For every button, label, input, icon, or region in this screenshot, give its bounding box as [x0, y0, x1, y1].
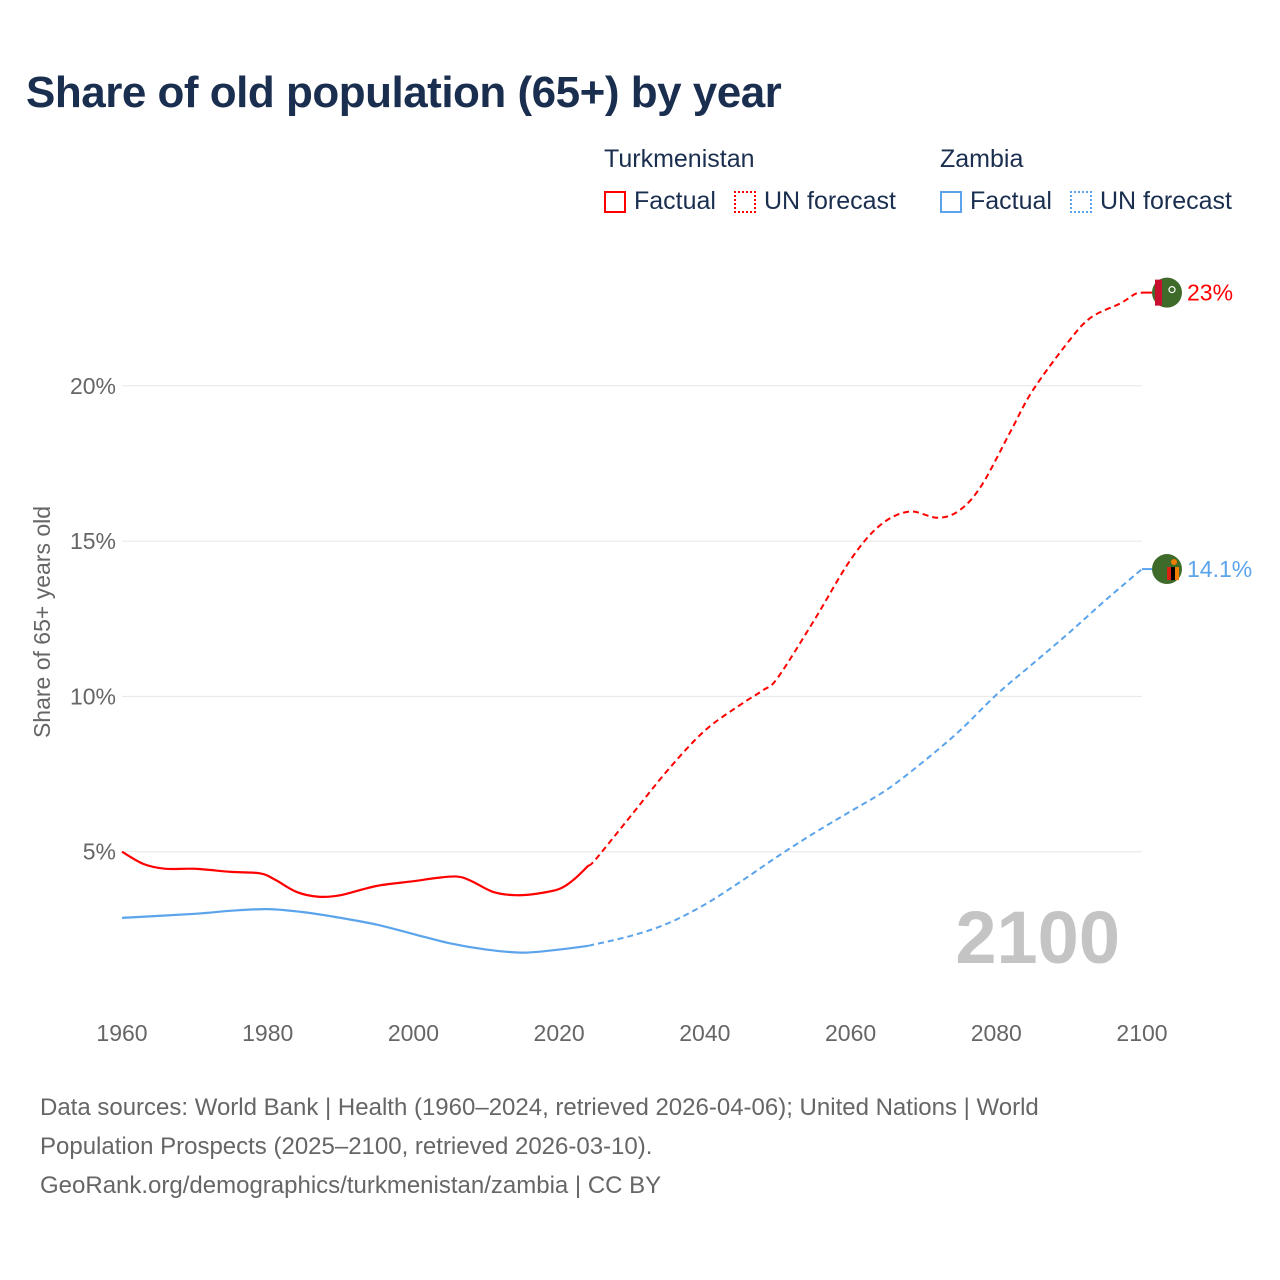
footer-sources-2: Population Prospects (2025–2100, retriev… [40, 1133, 653, 1160]
legend-country: Zambia [940, 145, 1024, 173]
legend-swatch-factual [604, 190, 626, 213]
y-tick-label: 5% [83, 839, 116, 865]
chart-title: Share of old population (65+) by year [26, 68, 782, 117]
turkmenistan-factual-line [121, 850, 590, 899]
zambia-forecast-line [588, 568, 1143, 947]
legend-swatch-forecast [1069, 190, 1092, 213]
x-tick-label: 2040 [679, 1020, 730, 1046]
footer-sources-1: Data sources: World Bank | Health (1960–… [40, 1094, 1039, 1121]
legend-turkmenistan: Turkmenistan Factual UN forecast [604, 145, 914, 216]
turkmenistan-forecast-line [587, 291, 1143, 867]
legend-label-factual: Factual [634, 187, 716, 215]
x-tick-label: 2100 [1116, 1020, 1167, 1046]
legend-zambia: Zambia Factual UN forecast [940, 145, 1232, 216]
x-tick-label: 2060 [825, 1020, 876, 1046]
turkmenistan-end-label: 23% [1187, 280, 1233, 306]
turkmenistan-flag-icon [1152, 277, 1182, 308]
legend-country: Turkmenistan [604, 145, 755, 173]
legend-label-forecast: UN forecast [763, 187, 896, 215]
zambia-end-label: 14.1% [1187, 556, 1252, 582]
legend-swatch-factual [940, 190, 962, 213]
legend-label-forecast: UN forecast [1099, 187, 1232, 215]
zambia-flag-icon [1152, 554, 1182, 585]
y-tick-label: 10% [70, 683, 116, 709]
x-tick-label: 2080 [971, 1020, 1022, 1046]
x-tick-label: 1960 [96, 1020, 147, 1046]
x-tick-label: 2000 [388, 1020, 439, 1046]
legend-swatch-forecast [733, 190, 756, 213]
zambia-factual-line [121, 908, 589, 954]
x-tick-label: 1980 [242, 1020, 293, 1046]
x-tick-label: 2020 [534, 1020, 585, 1046]
legend-label-factual: Factual [970, 187, 1052, 215]
y-tick-label: 20% [70, 373, 116, 399]
y-axis-label: Share of 65+ years old [29, 506, 55, 738]
year-watermark: 2100 [955, 896, 1120, 979]
footer-link[interactable]: GeoRank.org/demographics/turkmenistan/za… [40, 1172, 662, 1199]
footer: Data sources: World Bank | Health (1960–… [40, 1088, 1160, 1205]
y-tick-label: 15% [70, 528, 116, 554]
